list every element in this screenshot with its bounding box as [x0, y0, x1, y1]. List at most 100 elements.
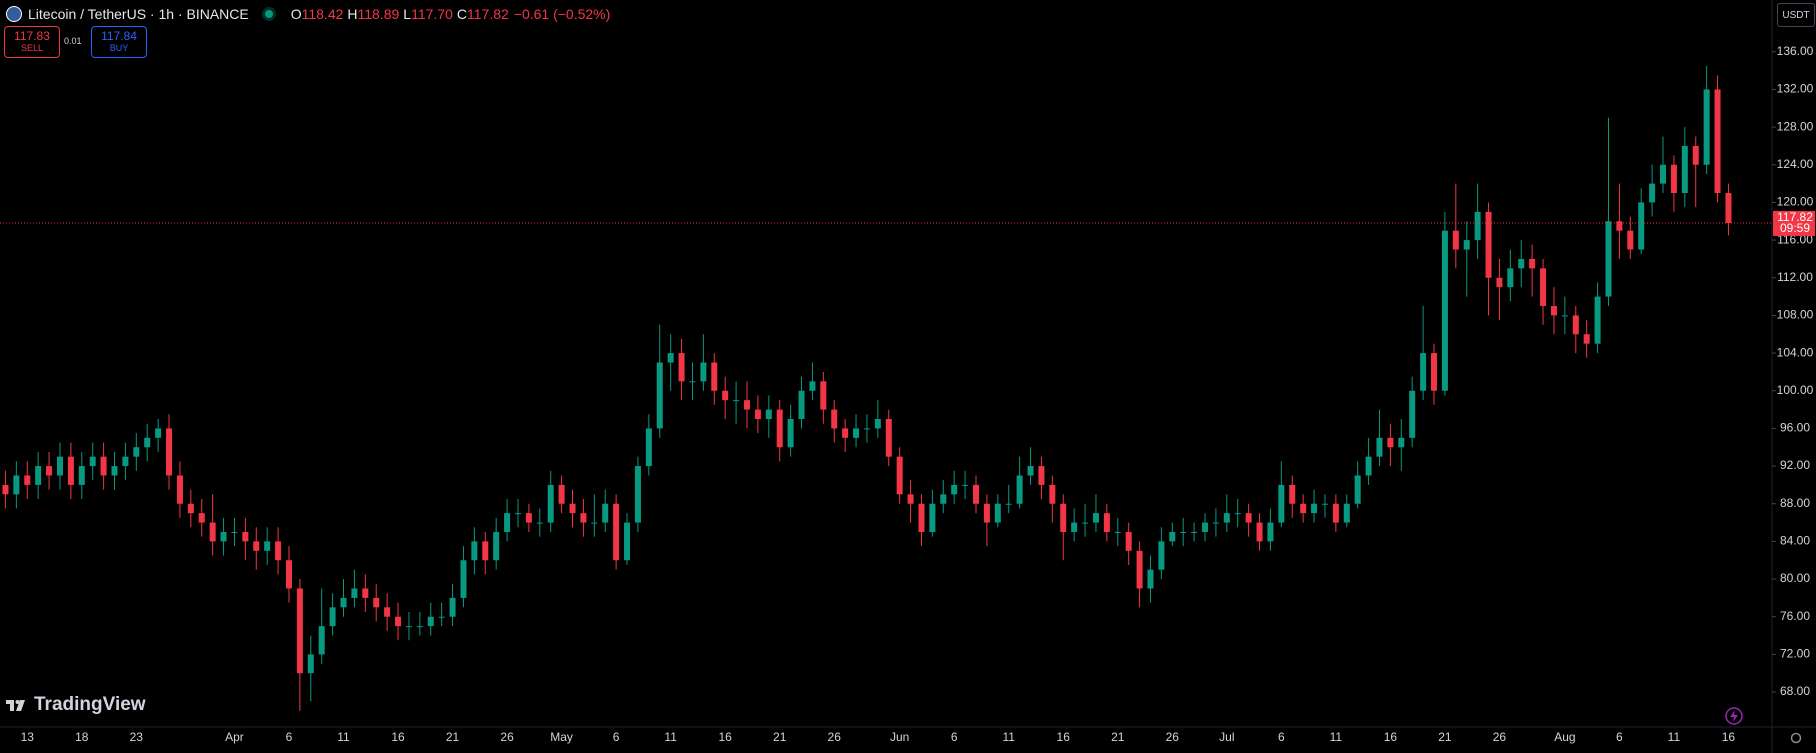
- candle-body: [591, 522, 598, 524]
- x-tick-label: 16: [719, 730, 733, 744]
- candle-body: [820, 381, 827, 410]
- candle-body: [307, 654, 314, 674]
- x-tick-label: 21: [1438, 730, 1452, 744]
- candle-body: [689, 381, 696, 383]
- candle-body: [231, 531, 238, 533]
- candle-body: [1670, 164, 1677, 194]
- candle-body: [1049, 484, 1056, 504]
- candle-body: [896, 456, 903, 495]
- candle-body: [1463, 240, 1470, 250]
- candle-body: [1529, 258, 1536, 269]
- sell-label: SELL: [20, 43, 44, 53]
- candle-body: [678, 353, 685, 382]
- candle-body: [863, 428, 870, 430]
- x-tick-label: 16: [1384, 730, 1398, 744]
- candle-body: [285, 560, 292, 589]
- candle-body: [166, 428, 173, 476]
- candle-body: [384, 607, 391, 617]
- candle-body: [1398, 437, 1405, 448]
- candle-body: [929, 503, 936, 532]
- candle-body: [776, 409, 783, 448]
- y-tick-label: 68.00: [1780, 684, 1810, 698]
- candle-body: [656, 362, 663, 429]
- candle-body: [874, 418, 881, 429]
- logo-text: TradingView: [34, 694, 146, 715]
- candle-body: [918, 503, 925, 532]
- candle-body: [100, 456, 107, 476]
- candle-body: [122, 456, 129, 467]
- candle-body: [1474, 211, 1481, 241]
- candle-body: [427, 616, 434, 627]
- sell-price: 117.83: [14, 29, 50, 43]
- sell-button[interactable]: 117.83 SELL: [4, 26, 60, 58]
- logo-icon: [6, 700, 25, 711]
- candle-body: [798, 390, 805, 419]
- x-tick-label: 21: [773, 730, 787, 744]
- candle-body: [1496, 277, 1503, 288]
- candle-body: [155, 428, 162, 438]
- candle-body: [471, 541, 478, 561]
- y-tick-label: 84.00: [1780, 534, 1810, 548]
- candle-body: [209, 522, 216, 542]
- candle-body: [2, 484, 9, 495]
- candle-body: [1158, 541, 1165, 570]
- candle-body: [1703, 89, 1710, 165]
- y-tick-label: 120.00: [1777, 195, 1814, 209]
- alert-icon: [1725, 707, 1743, 725]
- candle-body: [46, 466, 53, 476]
- y-tick-label: 112.00: [1777, 270, 1813, 284]
- currency-selector[interactable]: USDT: [1777, 3, 1815, 27]
- candle-body: [1376, 437, 1383, 457]
- candle-body: [362, 588, 369, 598]
- candle-body: [144, 437, 151, 448]
- candle-body: [994, 503, 1001, 523]
- candle-body: [754, 409, 761, 419]
- y-tick-label: 76.00: [1780, 609, 1810, 623]
- ohlc-key: L: [403, 6, 412, 22]
- candle-body: [1714, 89, 1721, 194]
- candle-body: [842, 428, 849, 438]
- buy-button[interactable]: 117.84 BUY: [91, 26, 147, 58]
- x-tick-label: 26: [1493, 730, 1507, 744]
- candle-body: [733, 400, 740, 402]
- candle-body: [1016, 475, 1023, 504]
- change: −0.61 (−0.52%): [513, 6, 611, 22]
- candle-body: [983, 503, 990, 523]
- settings-icon: [1790, 732, 1802, 744]
- candle-body: [1594, 296, 1601, 344]
- candle-body: [220, 531, 227, 542]
- last-price-box: [1773, 210, 1815, 236]
- candle-body: [1660, 164, 1667, 184]
- candle-body: [1212, 522, 1219, 524]
- candle-body: [536, 522, 543, 524]
- candle-body: [1605, 221, 1612, 297]
- candle-body: [1649, 183, 1656, 203]
- candle-body: [460, 560, 467, 598]
- countdown-label: 09:59: [1780, 221, 1810, 235]
- market-status: [264, 10, 273, 18]
- candle-body: [765, 409, 772, 419]
- candle-body: [1572, 315, 1579, 335]
- candle-body: [558, 484, 565, 504]
- y-tick-label: 96.00: [1780, 421, 1810, 435]
- symbol[interactable]: Litecoin / TetherUS · 1h · BINANCE: [28, 6, 249, 22]
- candle-body: [1616, 221, 1623, 231]
- candle-body: [296, 588, 303, 674]
- candle-body: [1311, 503, 1318, 514]
- candle-body: [1583, 334, 1590, 344]
- candle-body: [1180, 531, 1187, 533]
- candle-body: [67, 456, 74, 485]
- candle-body: [1027, 466, 1034, 476]
- candle-body: [198, 513, 205, 523]
- x-tick-label: 23: [130, 730, 144, 744]
- y-tick-label: 104.00: [1777, 345, 1814, 359]
- x-tick-label: May: [550, 730, 573, 744]
- ohlc-key: O: [290, 6, 302, 22]
- candle-body: [711, 362, 718, 391]
- y-tick-label: 100.00: [1777, 383, 1814, 397]
- candle-body: [809, 381, 816, 391]
- x-tick-label: 21: [1111, 730, 1125, 744]
- x-tick-label: 11: [337, 730, 350, 744]
- x-tick-label: Jul: [1219, 730, 1234, 744]
